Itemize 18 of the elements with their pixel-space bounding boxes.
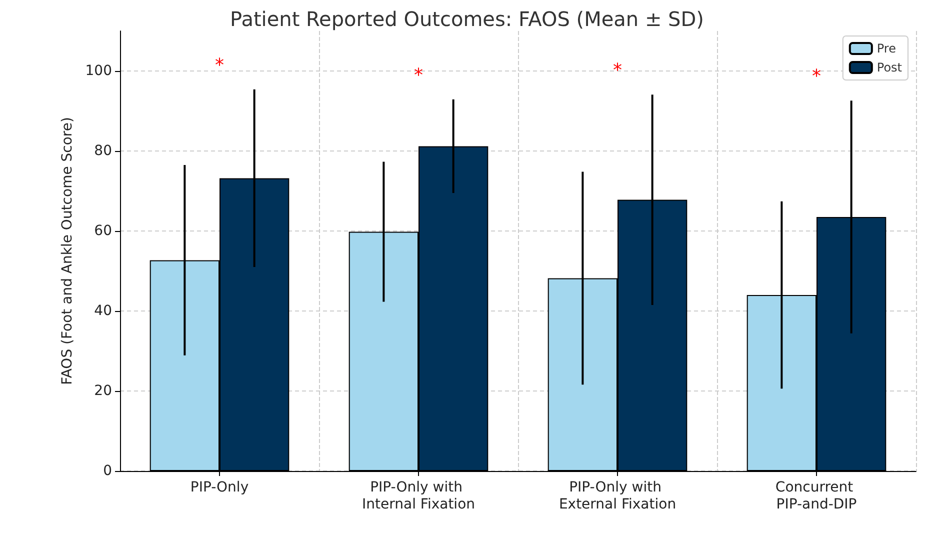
legend-label: Pre: [876, 42, 896, 56]
y-axis-title: FAOS (Foot and Ankle Outcome Score): [59, 117, 76, 385]
annotation: *: [613, 60, 622, 82]
y-tick-label: 100: [85, 63, 112, 79]
annotation: *: [414, 64, 423, 86]
y-tick-label: 20: [94, 383, 112, 399]
x-tick-label: PIP-Only: [190, 480, 249, 496]
annotation: *: [812, 66, 821, 88]
chart-title: Patient Reported Outcomes: FAOS (Mean ± SD): [230, 7, 704, 31]
x-tick-label: Concurrent PIP-and-DIP: [775, 480, 858, 512]
y-tick-label: 0: [103, 463, 112, 479]
y-tick-label: 40: [94, 303, 112, 319]
y-tick-label: 60: [94, 223, 112, 239]
x-tick-label: PIP-Only with Internal Fixation: [362, 480, 476, 512]
legend-label: Post: [876, 60, 902, 74]
x-tick-label: PIP-Only with External Fixation: [558, 480, 676, 512]
annotation: *: [215, 54, 224, 76]
y-tick-label: 80: [94, 143, 112, 159]
